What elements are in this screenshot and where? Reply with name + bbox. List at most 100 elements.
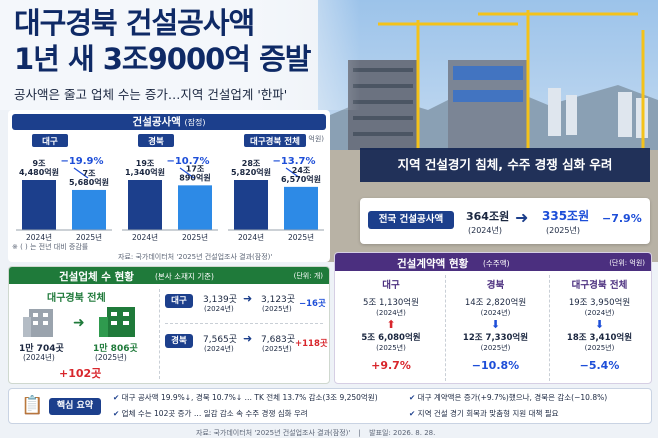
firms-row-from-year: (2024년) xyxy=(204,345,234,353)
footer-separator: | xyxy=(358,429,361,437)
firms-panel: 건설업체 수 현황 (본사 소재지 기준) (단위: 개) 대구경북 전체 ➜ … xyxy=(8,266,330,384)
headline-subtitle: 공사액은 줄고 업체 수는 증가…지역 건설업계 '한파' xyxy=(14,87,288,102)
contract-col-name: 대구경북 전체 xyxy=(571,280,628,291)
bar-value-label: 5,820억원 xyxy=(231,167,271,177)
firms-row-to: 3,123곳 xyxy=(261,295,296,305)
group-label: 경북 xyxy=(148,136,164,147)
clipboard-icon: 📋 xyxy=(21,395,44,416)
chart-unit: (단위: 억원) xyxy=(288,135,324,143)
bar-value-label: 4,480억원 xyxy=(19,167,59,177)
firms-row-to-year: (2025년) xyxy=(262,305,292,313)
trend-arrow-icon xyxy=(179,167,195,179)
contract-to: 5조 6,080억원 xyxy=(361,333,421,343)
firms-row-divider xyxy=(165,323,323,324)
summary-panel: 📋 핵심 요약 ✔ 대구 공사액 19.9%↓, 경북 10.7%↓ … TK … xyxy=(8,388,652,424)
bar-대구-2024년 xyxy=(22,180,56,230)
x-tick-label: 2024년 xyxy=(238,232,264,242)
building-icon-2024 xyxy=(23,309,53,337)
contract-col-name: 경북 xyxy=(486,280,505,291)
x-tick-label: 2025년 xyxy=(288,232,314,242)
firms-title-bar: 건설업체 수 현황 (본사 소재지 기준) (단위: 개) xyxy=(9,267,329,284)
firms-title-note: (본사 소재지 기준) xyxy=(155,272,214,281)
bar-chart: 대구−19.9%9조4,480억원2024년7조5,680억원2025년경북−1… xyxy=(16,134,324,242)
firms-row-from-year: (2024년) xyxy=(204,305,234,313)
bar-value-label: 9조 xyxy=(33,159,47,168)
firms-from: 1만 704곳 xyxy=(19,344,64,354)
bar-경북-2025년 xyxy=(178,185,212,230)
bar-value-label: 17조 xyxy=(186,164,205,173)
firms-title: 건설업체 수 현황 xyxy=(59,271,134,283)
firms-row-change: +118곳 xyxy=(295,339,328,349)
group-label: 대구경북 전체 xyxy=(250,136,300,147)
bar-value-label: 19조 xyxy=(136,159,155,168)
contracts-title: 건설계약액 현황 xyxy=(397,258,469,270)
bar-대구-2025년 xyxy=(72,189,106,230)
chart-footnote: ※ ( ) 는 전년 대비 증감률 xyxy=(12,243,89,251)
contract-from: 19조 3,950억원 xyxy=(568,298,631,308)
contract-change: −5.4% xyxy=(579,359,620,372)
contract-column: 대구 5조 1,130억원 (2024년) ⬆ 5조 6,080억원 (2025년) +9.… xyxy=(341,275,441,381)
group-label-bg xyxy=(244,134,306,147)
footer-source: 자료: 국가데이터처 '2025년 건설업조사 결과(잠정)' xyxy=(196,429,351,437)
firms-divider xyxy=(159,289,160,379)
contract-from-year: (2024년) xyxy=(376,309,406,317)
bar-대구경북 전체-2025년 xyxy=(284,186,318,230)
contract-from-year: (2024년) xyxy=(480,309,511,317)
building-icon-2025 xyxy=(99,307,135,337)
firms-row-label: 대구 xyxy=(165,294,193,308)
building-icons: ➜ xyxy=(23,307,135,337)
x-tick-label: 2025년 xyxy=(76,232,102,242)
headline-line2: 1년 새 3조9000억 증발 xyxy=(14,42,311,76)
contract-to: 18조 3,410억원 xyxy=(566,333,633,343)
national-label: 전국 건설공사액 xyxy=(368,211,454,229)
contracts-unit: (단위: 억원) xyxy=(609,259,645,267)
arrow-down-icon: ⬇ xyxy=(490,318,501,331)
contract-from: 14조 2,820억원 xyxy=(464,298,527,308)
bar-경북-2024년 xyxy=(128,180,162,230)
contract-to: 12조 7,330억원 xyxy=(462,333,529,343)
bar-value-label: 24조 xyxy=(292,166,311,175)
headline-line1: 대구경북 건설공사액 xyxy=(14,6,255,40)
firms-row-from: 7,565곳 xyxy=(203,335,238,345)
contracts-title-bar: 건설계약액 현황 (수주액) (단위: 억원) xyxy=(335,253,651,271)
contract-change: −10.8% xyxy=(471,359,520,372)
x-tick-label: 2024년 xyxy=(26,232,52,242)
group-change: −19.9% xyxy=(60,156,103,167)
national-box: 전국 건설공사액 364조원 (2024년) ➜ 335조원 (2025년) −… xyxy=(360,198,650,244)
national-from: 364조원 xyxy=(466,210,510,223)
firms-row-to: 7,683곳 xyxy=(261,335,296,345)
chart-source: 자료: 국가데이터처 '2025년 건설업조사 결과(잠정)' xyxy=(118,253,273,261)
contract-to-year: (2025년) xyxy=(480,344,511,352)
contract-from-year: (2024년) xyxy=(584,309,615,317)
bar-value-label: 890억원 xyxy=(179,172,210,182)
trend-arrow-icon xyxy=(285,167,301,179)
national-change: −7.9% xyxy=(602,212,642,225)
national-to-year: (2025년) xyxy=(546,226,580,235)
summary-item: ✔ 대구 공사액 19.9%↓, 경북 10.7%↓ … TK 전체 13.7%… xyxy=(113,393,378,402)
arrow-down-icon: ⬇ xyxy=(594,318,605,331)
summary-item: ✔ 지역 건설 경기 회복과 맞춤형 지원 대책 필요 xyxy=(409,409,559,418)
group-label: 대구 xyxy=(42,136,58,147)
headline-backdrop xyxy=(0,0,360,110)
firms-row-change: −16곳 xyxy=(299,299,326,309)
firms-to-year: (2025년) xyxy=(95,353,127,362)
summary-item: ✔ 업체 수는 102곳 증가 … 일감 감소 속 수주 경쟁 심화 우려 xyxy=(113,409,308,418)
summary-item: ✔ 대구 계약액은 증가(+9.7%)했으나, 경북은 감소(−10.8%) xyxy=(409,393,608,402)
contracts-panel: 건설계약액 현황 (수주액) (단위: 억원) 대구 5조 1,130억원 (202… xyxy=(334,252,652,384)
firms-unit: (단위: 개) xyxy=(293,272,323,280)
arrow-right-icon: ➜ xyxy=(515,208,529,227)
bar-value-label: 1,340억원 xyxy=(125,167,165,177)
contract-to-year: (2025년) xyxy=(376,344,406,352)
group-label-bg xyxy=(32,134,68,147)
arrow-right-icon: ➜ xyxy=(243,292,253,305)
trend-arrow-icon xyxy=(73,167,89,179)
arrow-up-icon: ⬆ xyxy=(386,318,396,331)
firms-row-label: 경북 xyxy=(165,334,193,348)
national-to: 335조원 xyxy=(542,209,590,223)
group-label-bg xyxy=(138,134,174,147)
svg-text:➜: ➜ xyxy=(73,315,85,331)
firms-total-label: 대구경북 전체 xyxy=(47,293,106,304)
bar-value-label: 5,680억원 xyxy=(69,177,109,187)
group-change: −13.7% xyxy=(272,156,315,167)
contract-column: 대구경북 전체 19조 3,950억원 (2024년) ⬇ 18조 3,410억원 (20… xyxy=(549,275,649,381)
